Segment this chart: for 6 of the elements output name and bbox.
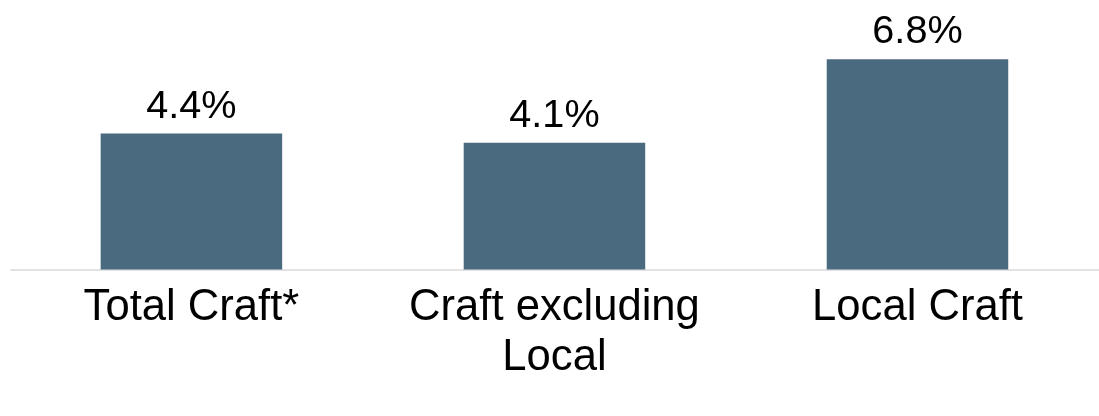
data-label: 4.4% bbox=[146, 81, 237, 126]
data-label: 6.8% bbox=[872, 7, 963, 52]
data-label: 4.1% bbox=[509, 90, 600, 135]
x-tick-label: Craft excluding Local bbox=[409, 280, 700, 379]
x-tick-label: Local Craft bbox=[812, 280, 1023, 329]
x-tick-label: Total Craft* bbox=[83, 280, 300, 329]
